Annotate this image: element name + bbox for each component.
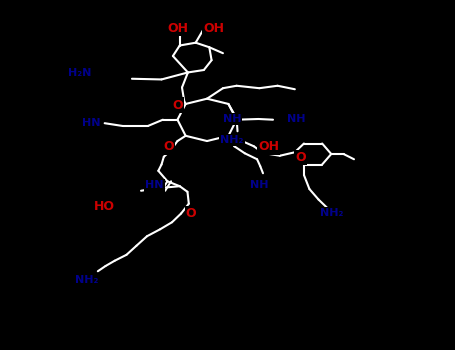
Text: NH: NH <box>287 114 305 124</box>
Text: HO: HO <box>94 200 115 213</box>
Text: HN: HN <box>146 181 164 190</box>
Text: O: O <box>163 140 174 154</box>
Text: O: O <box>186 207 197 220</box>
Text: OH: OH <box>203 21 224 35</box>
Text: H₂N: H₂N <box>68 69 91 78</box>
Text: NH: NH <box>250 181 268 190</box>
Text: OH: OH <box>167 21 188 35</box>
Text: NH: NH <box>223 114 241 124</box>
Text: NH₂: NH₂ <box>320 209 344 218</box>
Text: O: O <box>172 98 183 112</box>
Text: NH₂: NH₂ <box>220 135 244 145</box>
Text: HN: HN <box>82 118 100 127</box>
Text: NH₂: NH₂ <box>75 275 98 285</box>
Text: OH: OH <box>258 140 279 154</box>
Text: O: O <box>295 151 306 164</box>
